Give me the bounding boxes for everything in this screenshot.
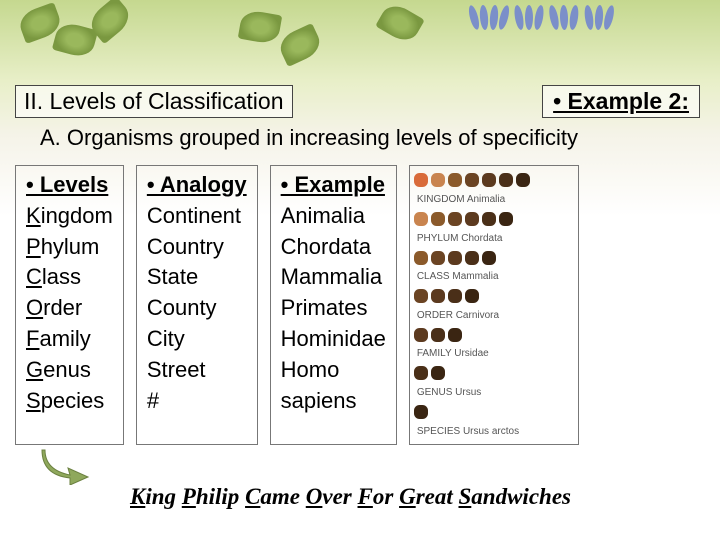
animal-icon xyxy=(448,173,462,187)
column-item: Phylum xyxy=(26,232,113,263)
diagram-row xyxy=(414,173,574,187)
column-item: Kingdom xyxy=(26,201,113,232)
column-item: Primates xyxy=(281,293,386,324)
column-header: • Example xyxy=(281,170,386,201)
analogy-column: • AnalogyContinentCountryStateCountyCity… xyxy=(136,165,258,445)
column-item: Country xyxy=(147,232,247,263)
column-item: Animalia xyxy=(281,201,386,232)
animal-icon xyxy=(431,366,445,380)
column-item: City xyxy=(147,324,247,355)
animal-icon xyxy=(465,173,479,187)
column-item: Genus xyxy=(26,355,113,386)
animal-icon xyxy=(448,328,462,342)
animal-icon xyxy=(431,328,445,342)
example-label: • Example 2: xyxy=(542,85,700,118)
animal-icon xyxy=(414,405,428,419)
diagram-label: SPECIES Ursus arctos xyxy=(417,426,574,437)
diagram-label: KINGDOM Animalia xyxy=(417,194,574,205)
animal-icon xyxy=(431,173,445,187)
animal-icon xyxy=(448,212,462,226)
column-item: # xyxy=(147,386,247,417)
diagram-label: GENUS Ursus xyxy=(417,387,574,398)
column-item: County xyxy=(147,293,247,324)
column-item: Mammalia xyxy=(281,262,386,293)
animal-icon xyxy=(516,173,530,187)
animal-icon xyxy=(414,328,428,342)
animal-icon xyxy=(482,173,496,187)
animal-icon xyxy=(465,289,479,303)
animal-icon xyxy=(465,212,479,226)
levels-column: • LevelsKingdomPhylumClassOrderFamilyGen… xyxy=(15,165,124,445)
animal-icon xyxy=(448,251,462,265)
column-item: Homo xyxy=(281,355,386,386)
animal-icon xyxy=(414,173,428,187)
column-item: Hominidae xyxy=(281,324,386,355)
animal-icon xyxy=(414,212,428,226)
column-item: Class xyxy=(26,262,113,293)
column-item: Species xyxy=(26,386,113,417)
diagram-row xyxy=(414,212,574,226)
mnemonic-text: King Philip Came Over For Great Sandwich… xyxy=(130,484,571,510)
animal-icon xyxy=(482,251,496,265)
diagram-row xyxy=(414,251,574,265)
column-item: Continent xyxy=(147,201,247,232)
column-item: Chordata xyxy=(281,232,386,263)
column-item: sapiens xyxy=(281,386,386,417)
animal-icon xyxy=(431,212,445,226)
diagram-row xyxy=(414,289,574,303)
column-item: Order xyxy=(26,293,113,324)
decorative-header xyxy=(0,0,720,80)
diagram-row xyxy=(414,328,574,342)
column-header: • Analogy xyxy=(147,170,247,201)
column-item: State xyxy=(147,262,247,293)
column-item: Family xyxy=(26,324,113,355)
columns-container: • LevelsKingdomPhylumClassOrderFamilyGen… xyxy=(15,165,579,445)
column-item: Street xyxy=(147,355,247,386)
animal-icon xyxy=(499,212,513,226)
diagram-row xyxy=(414,366,574,380)
animal-icon xyxy=(431,251,445,265)
animal-icon xyxy=(414,289,428,303)
arrow-icon xyxy=(40,445,100,485)
diagram-label: FAMILY Ursidae xyxy=(417,348,574,359)
animal-icon xyxy=(431,289,445,303)
taxonomy-diagram: KINGDOM Animalia PHYLUM Chordata CLASS Mam… xyxy=(409,165,579,445)
diagram-label: ORDER Carnivora xyxy=(417,310,574,321)
animal-icon xyxy=(482,212,496,226)
diagram-row xyxy=(414,405,574,419)
example-column: • ExampleAnimaliaChordataMammaliaPrimate… xyxy=(270,165,397,445)
animal-icon xyxy=(465,251,479,265)
section-heading: II. Levels of Classification xyxy=(15,85,293,118)
animal-icon xyxy=(414,366,428,380)
diagram-label: PHYLUM Chordata xyxy=(417,233,574,244)
animal-icon xyxy=(448,289,462,303)
subheading: A. Organisms grouped in increasing level… xyxy=(40,125,578,151)
diagram-label: CLASS Mammalia xyxy=(417,271,574,282)
column-header: • Levels xyxy=(26,170,113,201)
animal-icon xyxy=(414,251,428,265)
animal-icon xyxy=(499,173,513,187)
